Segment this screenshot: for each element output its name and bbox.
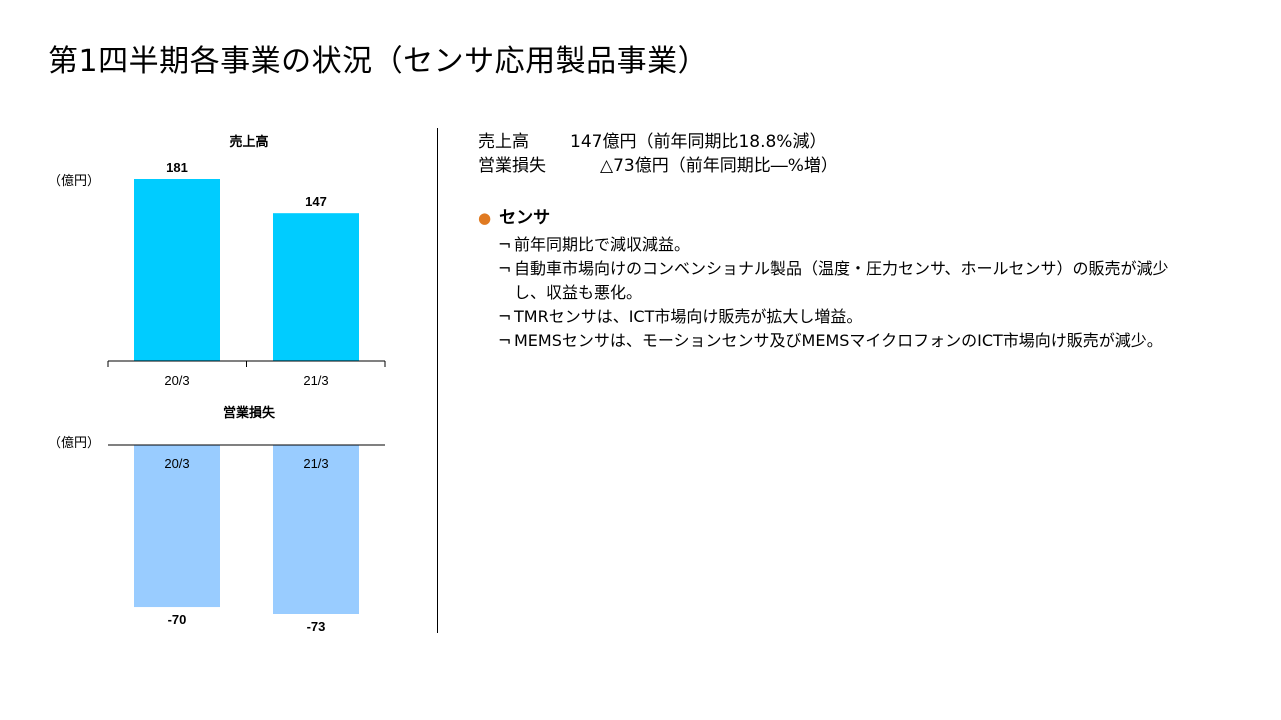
- list-item: ¬ 前年同期比で減収減益。: [498, 233, 1198, 257]
- summary-row-loss: 営業損失 △73億円（前年同期比―%増）: [478, 154, 838, 178]
- summary-block: 売上高 147億円（前年同期比18.8%減） 営業損失 △73億円（前年同期比―%増…: [478, 130, 838, 178]
- data-label: 147: [305, 194, 327, 209]
- bar: [134, 179, 220, 361]
- loss-chart-unit: （億円）: [48, 436, 101, 451]
- item-mark-icon: ¬: [498, 235, 512, 254]
- section-heading-text: センサ: [499, 208, 551, 228]
- tick-label: 21/3: [303, 373, 328, 388]
- data-label: -73: [307, 619, 326, 634]
- list-item-text: 前年同期比で減収減益。: [514, 235, 691, 254]
- list-item-text: TMRセンサは、ICT市場向け販売が拡大し増益。: [514, 307, 863, 326]
- list-item-text: 自動車市場向けのコンベンショナル製品（温度・圧力センサ、ホールセンサ）の販売が減…: [514, 259, 1169, 302]
- bullet-dot-icon: ●: [478, 209, 492, 227]
- item-mark-icon: ¬: [498, 331, 512, 350]
- vertical-divider: [437, 128, 438, 633]
- item-mark-icon: ¬: [498, 307, 512, 326]
- list-item: ¬ MEMSセンサは、モーションセンサ及びMEMSマイクロフォンのICT市場向け販…: [498, 329, 1198, 353]
- slide-title: 第1四半期各事業の状況（センサ応用製品事業）: [48, 44, 709, 79]
- tick-label: 20/3: [164, 456, 189, 471]
- list-item: ¬ 自動車市場向けのコンベンショナル製品（温度・圧力センサ、ホールセンサ）の販売が…: [498, 257, 1198, 305]
- data-label: 181: [166, 160, 188, 175]
- list-item: ¬ TMRセンサは、ICT市場向け販売が拡大し増益。: [498, 305, 1198, 329]
- bar: [273, 213, 359, 361]
- loss-chart: -70 20/3 -73 21/3: [108, 444, 385, 634]
- sales-chart: 181 20/3 147 21/3: [107, 160, 386, 388]
- section-heading: ● センサ: [478, 206, 1198, 230]
- summary-label: 売上高: [478, 132, 529, 152]
- summary-row-sales: 売上高 147億円（前年同期比18.8%減）: [478, 130, 838, 154]
- sales-chart-unit: （億円）: [48, 174, 101, 189]
- summary-label: 営業損失: [478, 156, 546, 176]
- tick-label: 20/3: [164, 373, 189, 388]
- item-mark-icon: ¬: [498, 259, 512, 278]
- summary-value: △73億円（前年同期比―%増）: [600, 156, 838, 176]
- list-item-text: MEMSセンサは、モーションセンサ及びMEMSマイクロフォンのICT市場向け販売…: [514, 331, 1163, 350]
- tick-label: 21/3: [303, 456, 328, 471]
- data-label: -70: [168, 612, 187, 627]
- section-items: ¬ 前年同期比で減収減益。 ¬ 自動車市場向けのコンベンショナル製品（温度・圧力セン…: [478, 233, 1198, 353]
- summary-value: 147億円（前年同期比18.8%減）: [570, 132, 827, 152]
- loss-chart-title: 営業損失: [222, 406, 275, 421]
- bar: [134, 445, 220, 608]
- bar: [273, 445, 359, 614]
- sales-chart-title: 売上高: [229, 135, 269, 150]
- sensor-section: ● センサ ¬ 前年同期比で減収減益。 ¬ 自動車市場向けのコンベンショナル製品（温度…: [478, 206, 1198, 353]
